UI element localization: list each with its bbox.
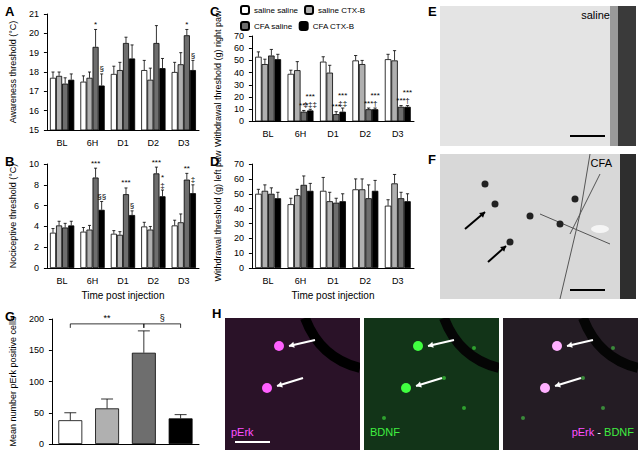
svg-text:B: B xyxy=(5,154,14,169)
svg-text:D3: D3 xyxy=(392,276,404,286)
svg-text:2: 2 xyxy=(34,242,39,252)
svg-text:6H: 6H xyxy=(295,276,307,286)
svg-text:‡: ‡ xyxy=(191,175,195,184)
svg-text:Withdrawal threshold (g) left: Withdrawal threshold (g) left paw xyxy=(213,150,223,282)
svg-text:D1: D1 xyxy=(117,138,129,148)
svg-text:§: § xyxy=(160,313,165,323)
svg-text:**: ** xyxy=(104,313,112,323)
svg-text:60: 60 xyxy=(234,174,244,184)
svg-text:D3: D3 xyxy=(392,129,404,139)
svg-text:150: 150 xyxy=(29,345,44,355)
svg-text:CFA saline: CFA saline xyxy=(254,22,293,31)
svg-text:BL: BL xyxy=(263,129,274,139)
svg-text:50: 50 xyxy=(234,55,244,65)
svg-text:0: 0 xyxy=(239,116,244,126)
html-text:CFA: CFA xyxy=(590,157,612,169)
svg-text:§§: §§ xyxy=(97,192,106,201)
svg-text:20: 20 xyxy=(234,92,244,102)
svg-text:6H: 6H xyxy=(87,138,99,148)
svg-text:Mean number pErk positive cell: Mean number pErk positive cells xyxy=(8,316,18,447)
svg-text:saline saline: saline saline xyxy=(254,6,299,15)
svg-text:***: *** xyxy=(152,158,161,167)
svg-text:D3: D3 xyxy=(178,138,190,148)
svg-text:§: § xyxy=(130,201,134,210)
html-text:saline: saline xyxy=(581,9,610,21)
svg-text:Time post injection: Time post injection xyxy=(291,290,374,301)
svg-text:40: 40 xyxy=(234,204,244,214)
html-text:pErk - BDNF: pErk - BDNF xyxy=(571,426,634,438)
svg-text:50: 50 xyxy=(34,408,44,418)
svg-text:8: 8 xyxy=(34,180,39,190)
svg-text:50: 50 xyxy=(234,189,244,199)
svg-text:†: † xyxy=(405,96,409,105)
svg-text:Nociceptive threshold (°C): Nociceptive threshold (°C) xyxy=(8,164,18,269)
svg-text:D1: D1 xyxy=(327,129,339,139)
svg-text:6H: 6H xyxy=(87,276,99,286)
svg-text:BL: BL xyxy=(57,138,68,148)
svg-text:30: 30 xyxy=(234,219,244,229)
svg-text:70: 70 xyxy=(234,159,244,169)
svg-text:21: 21 xyxy=(29,9,39,19)
svg-text:100: 100 xyxy=(29,377,44,387)
svg-text:18: 18 xyxy=(29,67,39,77)
svg-text:40: 40 xyxy=(234,68,244,78)
svg-text:6H: 6H xyxy=(295,129,307,139)
svg-text:200: 200 xyxy=(29,314,44,324)
svg-text:Awareness threshold (°C): Awareness threshold (°C) xyxy=(8,21,18,123)
svg-text:D2: D2 xyxy=(148,276,160,286)
svg-text:Time post injection: Time post injection xyxy=(81,290,164,301)
html-text:E: E xyxy=(428,4,437,19)
svg-text:***: *** xyxy=(121,178,130,187)
svg-text:†: † xyxy=(373,99,377,108)
svg-text:‡‡: ‡‡ xyxy=(338,99,347,108)
svg-text:*: * xyxy=(185,20,188,29)
svg-text:4: 4 xyxy=(34,221,39,231)
svg-text:70: 70 xyxy=(234,31,244,41)
svg-text:A: A xyxy=(5,4,15,19)
html-text:H: H xyxy=(212,306,222,321)
svg-text:10: 10 xyxy=(234,248,244,258)
svg-text:0: 0 xyxy=(239,263,244,273)
svg-text:19: 19 xyxy=(29,48,39,58)
svg-text:§: § xyxy=(191,51,195,60)
svg-text:**: ** xyxy=(184,164,190,173)
svg-text:D2: D2 xyxy=(360,129,372,139)
svg-text:20: 20 xyxy=(234,233,244,243)
svg-text:*: * xyxy=(94,20,97,29)
svg-text:60: 60 xyxy=(234,43,244,53)
svg-text:17: 17 xyxy=(29,86,39,96)
svg-text:***: *** xyxy=(91,159,100,168)
svg-text:15: 15 xyxy=(29,125,39,135)
svg-text:BL: BL xyxy=(57,276,68,286)
svg-text:CFA CTX-B: CFA CTX-B xyxy=(313,22,354,31)
html-text:pErk: pErk xyxy=(231,426,254,438)
svg-text:§: § xyxy=(99,64,103,73)
svg-text:6: 6 xyxy=(34,201,39,211)
svg-text:Withdrawal threshold (g) right: Withdrawal threshold (g) right paw xyxy=(213,10,223,147)
svg-text:D: D xyxy=(210,154,219,169)
svg-text:D1: D1 xyxy=(327,276,339,286)
svg-text:‡‡‡: ‡‡‡ xyxy=(304,100,317,109)
svg-text:D3: D3 xyxy=(178,276,190,286)
svg-text:BL: BL xyxy=(263,276,274,286)
html-text:BDNF: BDNF xyxy=(370,426,400,438)
svg-text:16: 16 xyxy=(29,106,39,116)
svg-text:10: 10 xyxy=(29,159,39,169)
svg-text:D1: D1 xyxy=(117,276,129,286)
svg-text:20: 20 xyxy=(29,28,39,38)
svg-text:D2: D2 xyxy=(360,276,372,286)
svg-text:0: 0 xyxy=(39,439,44,449)
svg-text:saline CTX-B: saline CTX-B xyxy=(318,6,365,15)
svg-text:G: G xyxy=(5,309,15,324)
svg-text:‡: ‡ xyxy=(160,181,164,190)
svg-text:C: C xyxy=(210,4,220,19)
html-text:F: F xyxy=(428,152,436,167)
svg-text:D2: D2 xyxy=(148,138,160,148)
svg-text:0: 0 xyxy=(34,263,39,273)
svg-text:30: 30 xyxy=(234,80,244,90)
svg-text:10: 10 xyxy=(234,104,244,114)
